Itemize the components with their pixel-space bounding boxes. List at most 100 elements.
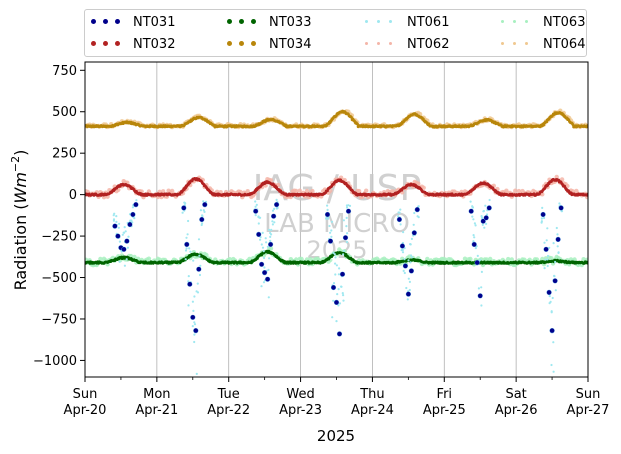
chart-marks	[85, 108, 588, 375]
nt061-point	[407, 277, 410, 280]
nt062-point	[540, 192, 545, 197]
nt061-point	[338, 302, 342, 305]
nt061-point	[409, 243, 412, 246]
nt061-point	[186, 233, 189, 236]
y-tick-label: −750	[41, 312, 77, 327]
nt061-point	[472, 218, 475, 221]
nt061-point	[267, 268, 270, 271]
nt061-point	[331, 316, 334, 319]
nt061-point	[469, 200, 472, 203]
nt031-point	[478, 293, 483, 298]
nt061-point	[556, 233, 559, 236]
nt061-point	[201, 215, 204, 218]
nt061-point	[474, 247, 477, 250]
nt061-point	[196, 291, 200, 294]
nt061-point	[133, 217, 136, 220]
nt031-point	[475, 260, 480, 265]
nt031-point	[271, 214, 276, 219]
nt061-point	[476, 254, 479, 257]
legend-marker	[91, 19, 125, 25]
nt061-point	[271, 223, 274, 226]
nt061-point	[408, 280, 411, 283]
nt061-point	[261, 231, 264, 234]
nt031-point	[130, 212, 136, 217]
legend-label: NT064	[543, 36, 586, 52]
nt061-point	[345, 225, 348, 228]
nt061-point	[342, 253, 345, 256]
nt061-point	[471, 205, 474, 208]
nt061-point	[403, 258, 406, 261]
nt061-point	[265, 241, 268, 244]
nt031-point	[187, 282, 192, 287]
nt061-point	[268, 257, 271, 260]
nt061-point	[480, 286, 483, 289]
nt061-point	[328, 224, 331, 228]
nt061-point	[202, 209, 205, 212]
nt062-point	[310, 188, 315, 194]
nt061-point	[398, 211, 401, 214]
nt061-point	[397, 215, 400, 218]
nt061-point	[118, 240, 121, 243]
nt061-point	[338, 267, 341, 270]
nt031-point	[552, 278, 558, 283]
nt031-point	[484, 215, 489, 220]
legend-marker	[365, 19, 399, 25]
nt061-point	[551, 296, 554, 300]
nt061-point	[118, 222, 121, 225]
nt061-point	[276, 206, 279, 210]
nt061-point	[261, 246, 265, 249]
nt061-point	[549, 300, 552, 303]
nt061-point	[347, 204, 350, 207]
nt061-point	[342, 219, 345, 222]
nt061-point	[118, 260, 121, 263]
nt061-point	[337, 288, 340, 291]
legend-item-nt033: NT033	[227, 12, 311, 32]
nt061-point	[482, 209, 485, 213]
nt061-point	[332, 299, 335, 302]
nt061-point	[184, 258, 187, 261]
nt031-point	[412, 230, 417, 235]
nt061-point	[334, 256, 337, 259]
nt061-point	[480, 215, 483, 218]
nt061-point	[189, 250, 192, 253]
nt061-point	[135, 199, 138, 202]
nt061-point	[541, 206, 544, 209]
nt061-point	[129, 219, 132, 222]
nt061-point	[271, 209, 275, 212]
nt031-point	[415, 207, 420, 212]
nt061-point	[330, 235, 333, 238]
grid-lines	[156, 62, 517, 377]
legend-item-nt031: NT031	[91, 12, 175, 32]
nt061-point	[263, 256, 266, 260]
nt063-point	[227, 257, 232, 262]
nt061-point	[112, 219, 115, 222]
x-tick-day: Fri	[437, 387, 453, 402]
watermark-text: LAB MICRO	[264, 209, 410, 239]
nt061-point	[558, 202, 561, 205]
nt061-point	[203, 210, 206, 213]
nt031-point	[409, 268, 414, 274]
nt061-point	[342, 294, 345, 297]
nt063-point	[146, 256, 152, 261]
nt061-point	[185, 236, 188, 239]
nt061-point	[337, 273, 340, 276]
nt061-point	[117, 226, 120, 229]
nt061-point	[345, 206, 349, 209]
nt061-point	[257, 215, 260, 219]
nt061-point	[346, 232, 349, 235]
nt061-point	[196, 282, 199, 285]
nt061-point	[330, 229, 333, 232]
y-axis: −1000 −750 −500 −250 0 250 500 750	[33, 64, 85, 369]
y-axis-label: Radiation (Wm−2)	[9, 150, 30, 291]
nt061-point	[560, 210, 563, 213]
nt061-point	[125, 258, 128, 261]
nt063-point	[268, 246, 274, 251]
nt061-point	[472, 240, 475, 243]
nt061-point	[326, 208, 329, 211]
nt031-point	[549, 328, 555, 333]
nt061-point	[198, 273, 202, 277]
nt061-point	[348, 204, 352, 207]
nt061-point	[480, 304, 483, 307]
nt063-point	[308, 257, 313, 262]
